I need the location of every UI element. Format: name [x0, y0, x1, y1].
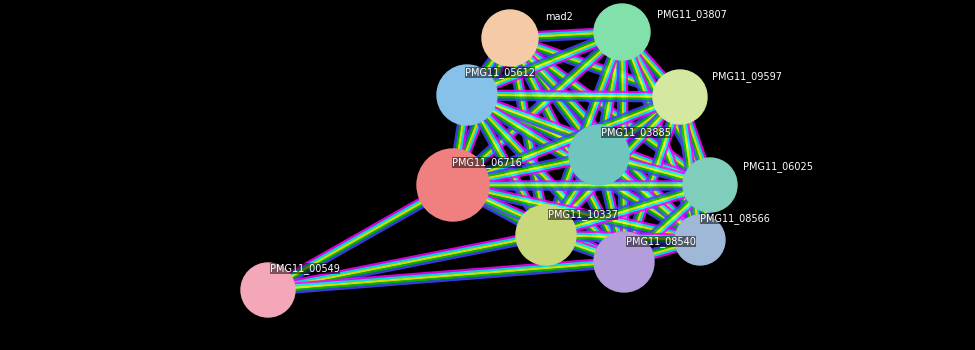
Circle shape: [653, 70, 707, 124]
Text: PMG11_06025: PMG11_06025: [743, 161, 813, 172]
Circle shape: [482, 10, 538, 66]
Text: PMG11_06716: PMG11_06716: [452, 157, 522, 168]
Text: PMG11_08540: PMG11_08540: [626, 236, 696, 247]
Circle shape: [241, 263, 295, 317]
Circle shape: [683, 158, 737, 212]
Text: PMG11_08566: PMG11_08566: [700, 213, 770, 224]
Circle shape: [569, 125, 629, 185]
Text: PMG11_03885: PMG11_03885: [601, 127, 671, 138]
Circle shape: [594, 4, 650, 60]
Circle shape: [417, 149, 489, 221]
Text: PMG11_05612: PMG11_05612: [465, 67, 535, 78]
Text: PMG11_09597: PMG11_09597: [712, 71, 782, 82]
Circle shape: [437, 65, 497, 125]
Text: PMG11_10337: PMG11_10337: [548, 209, 618, 220]
Circle shape: [675, 215, 725, 265]
Text: PMG11_03807: PMG11_03807: [657, 9, 727, 20]
Text: PMG11_00549: PMG11_00549: [270, 263, 340, 274]
Circle shape: [594, 232, 654, 292]
Circle shape: [516, 205, 576, 265]
Text: mad2: mad2: [545, 12, 573, 22]
